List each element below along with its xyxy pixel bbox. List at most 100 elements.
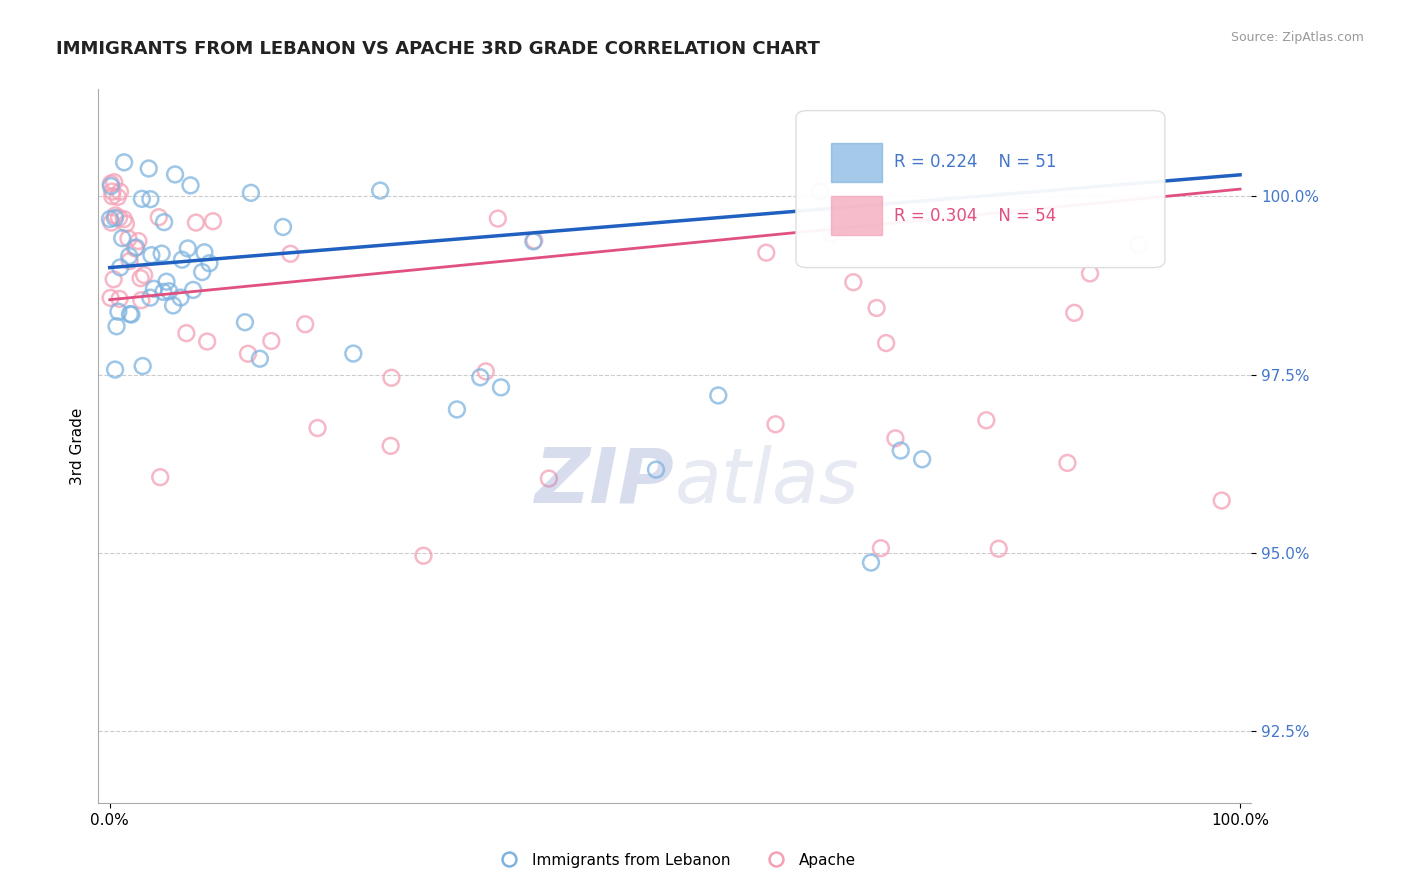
Point: [125, 240, 148, 254]
Point: [239, 186, 262, 200]
Point: [134, 268, 156, 282]
Text: R = 0.304    N = 54: R = 0.304 N = 54: [894, 207, 1056, 225]
Point: [193, 245, 215, 260]
Point: [148, 210, 170, 224]
Point: [101, 189, 124, 203]
Point: [859, 556, 882, 570]
Point: [103, 175, 125, 189]
Point: [1056, 456, 1078, 470]
Point: [111, 231, 134, 245]
Point: [486, 211, 509, 226]
Point: [1211, 493, 1233, 508]
Point: [280, 247, 302, 261]
Text: R = 0.224    N = 51: R = 0.224 N = 51: [894, 153, 1056, 171]
Point: [129, 271, 152, 285]
Point: [141, 248, 163, 262]
Text: Source: ZipAtlas.com: Source: ZipAtlas.com: [1230, 31, 1364, 45]
Point: [170, 252, 193, 267]
Point: [149, 470, 172, 484]
Text: IMMIGRANTS FROM LEBANON VS APACHE 3RD GRADE CORRELATION CHART: IMMIGRANTS FROM LEBANON VS APACHE 3RD GR…: [56, 40, 820, 58]
Text: atlas: atlas: [675, 445, 859, 518]
Bar: [831, 196, 883, 235]
Point: [1128, 237, 1150, 252]
Point: [870, 541, 893, 556]
Point: [181, 283, 204, 297]
Point: [124, 241, 146, 255]
Point: [522, 235, 544, 249]
Point: [101, 185, 124, 199]
Point: [987, 541, 1010, 556]
Point: [890, 443, 912, 458]
Point: [127, 234, 149, 248]
Point: [131, 192, 153, 206]
Point: [884, 431, 907, 445]
Point: [765, 417, 787, 432]
Point: [489, 380, 512, 394]
Point: [820, 227, 842, 241]
Point: [112, 155, 135, 169]
Point: [974, 413, 997, 427]
Point: [129, 293, 152, 308]
Point: [191, 265, 214, 279]
Point: [380, 370, 402, 384]
Point: [142, 282, 165, 296]
Y-axis label: 3rd Grade: 3rd Grade: [69, 408, 84, 484]
Text: ZIP: ZIP: [536, 445, 675, 518]
Point: [470, 370, 492, 384]
Point: [1063, 306, 1085, 320]
Point: [645, 462, 668, 476]
Point: [100, 291, 122, 305]
Point: [104, 211, 127, 225]
Point: [100, 179, 122, 194]
Point: [157, 284, 180, 298]
Point: [523, 234, 546, 248]
Point: [153, 215, 176, 229]
Point: [98, 212, 121, 227]
Point: [195, 334, 218, 349]
Point: [118, 249, 141, 263]
Legend: Immigrants from Lebanon, Apache: Immigrants from Lebanon, Apache: [488, 847, 862, 873]
FancyBboxPatch shape: [796, 111, 1166, 268]
Point: [179, 178, 201, 193]
Point: [342, 346, 364, 360]
Point: [176, 326, 198, 340]
Point: [842, 275, 865, 289]
Point: [537, 471, 560, 485]
Point: [380, 439, 402, 453]
Point: [755, 245, 778, 260]
Point: [118, 254, 141, 268]
Point: [169, 291, 191, 305]
Point: [165, 168, 187, 182]
Point: [1078, 267, 1101, 281]
Point: [155, 275, 177, 289]
Point: [104, 362, 127, 376]
Point: [105, 319, 128, 334]
Point: [412, 549, 434, 563]
Point: [118, 307, 141, 321]
Point: [198, 256, 221, 270]
Point: [131, 359, 153, 373]
Point: [875, 336, 897, 351]
Point: [233, 315, 256, 329]
Point: [808, 184, 831, 198]
Point: [271, 219, 294, 234]
Point: [307, 421, 329, 435]
Point: [112, 212, 135, 227]
Point: [707, 388, 730, 402]
Point: [100, 216, 122, 230]
Point: [177, 242, 200, 256]
Point: [294, 317, 316, 331]
Point: [446, 402, 468, 417]
Point: [107, 304, 129, 318]
Point: [100, 177, 122, 191]
Point: [107, 190, 129, 204]
Point: [117, 232, 139, 246]
Point: [104, 208, 127, 222]
Point: [249, 351, 271, 366]
Point: [162, 298, 184, 312]
Point: [139, 291, 162, 305]
Point: [108, 211, 131, 225]
Point: [115, 217, 138, 231]
Point: [120, 308, 142, 322]
Point: [184, 216, 207, 230]
